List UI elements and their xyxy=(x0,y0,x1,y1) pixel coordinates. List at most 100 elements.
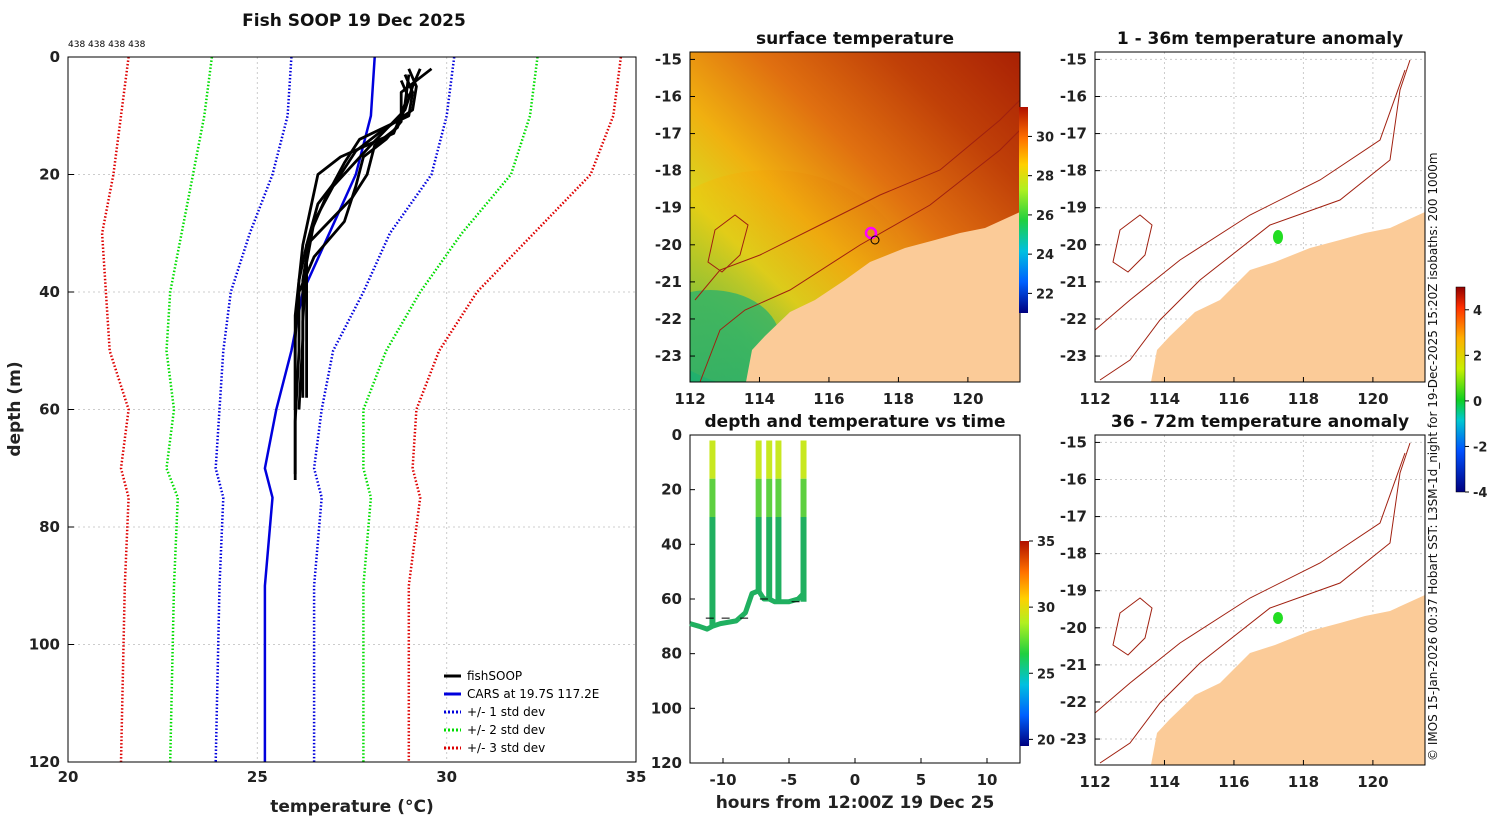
anom2-data-marker xyxy=(1273,612,1283,624)
profile-series--3-std-dev xyxy=(100,57,130,762)
anom2-ytick-label: -19 xyxy=(1060,582,1087,600)
sst-ytick-label: -21 xyxy=(655,273,682,291)
anom2-ticks: 112 114 116 118 120 -15 -16 -17 -18 -19 -20 -21 -22 -… xyxy=(1060,433,1389,791)
profile-xlabel: temperature (°C) xyxy=(270,797,434,817)
profile-xtick-label: 35 xyxy=(626,768,647,786)
sst-ytick-label: -23 xyxy=(655,347,682,365)
sst-ytick-label: -16 xyxy=(655,87,682,105)
sst-isobath-200 xyxy=(699,129,1020,382)
anom1-xtick-label: 120 xyxy=(1357,390,1388,408)
profile-counts: 438 438 438 438 xyxy=(68,40,146,50)
sst-ytick-label: -22 xyxy=(655,310,682,328)
anom1-title: 1 - 36m temperature anomaly xyxy=(1117,29,1403,49)
anom1-ytick-label: -17 xyxy=(1060,125,1087,143)
anom1-ytick-label: -15 xyxy=(1060,50,1087,68)
anom2-island-contour xyxy=(1112,597,1153,656)
time-bottom-trace xyxy=(689,588,806,632)
anom2-panel: 36 - 72m temperature anomaly 112 114 116 11… xyxy=(1060,412,1426,791)
fishsoop-profile-line xyxy=(293,67,433,480)
anom2-ytick-label: -23 xyxy=(1060,730,1087,748)
profile-grid xyxy=(67,56,637,763)
time-xtick-label: 5 xyxy=(916,771,926,789)
profile-ytick-label: 120 xyxy=(29,753,60,771)
anom-colorbar-tick-label: 0 xyxy=(1473,395,1482,410)
profile-series--2-std-dev xyxy=(362,57,539,762)
time-colorbar xyxy=(1020,541,1029,746)
profile-lines xyxy=(100,57,623,762)
credit-text: © IMOS 15-Jan-2026 00:37 Hobart SST: L3S… xyxy=(1426,152,1440,761)
time-xlabel: hours from 12:00Z 19 Dec 25 xyxy=(716,793,995,813)
legend-label-3std: +/- 3 std dev xyxy=(467,741,545,755)
profile-series--1-std-dev xyxy=(312,57,456,762)
anom1-ytick-label: -16 xyxy=(1060,87,1087,105)
sst-panel: surface temperature 112 114 116 118 120 -15 -1… xyxy=(655,29,1054,408)
time-ytick-label: 100 xyxy=(651,699,682,717)
sst-xtick-label: 120 xyxy=(952,390,983,408)
profile-xtick-label: 20 xyxy=(58,768,79,786)
anom1-isobath-1000 xyxy=(1095,69,1406,331)
profile-ytick-label: 20 xyxy=(39,166,60,184)
sst-ytick-label: -15 xyxy=(655,50,682,68)
sst-colorbar-ticks: 22 24 26 28 30 xyxy=(1028,130,1054,302)
profile-title: Fish SOOP 19 Dec 2025 xyxy=(242,11,466,31)
anom-colorbar-tick-label: -2 xyxy=(1473,440,1487,455)
fishsoop-profile-line xyxy=(301,68,422,398)
profile-series--1-std-dev xyxy=(214,57,293,762)
anom1-ytick-label: -21 xyxy=(1060,273,1087,291)
fishsoop-profile-line xyxy=(293,79,411,410)
profile-ytick-label: 0 xyxy=(50,48,60,66)
sst-land xyxy=(746,212,1020,382)
time-xtick-label: 10 xyxy=(977,771,998,789)
anom2-land xyxy=(1151,595,1425,765)
anom1-land xyxy=(1151,212,1425,382)
anom2-map xyxy=(1095,435,1425,765)
sst-xtick-label: 118 xyxy=(883,390,914,408)
anom1-ytick-label: -22 xyxy=(1060,310,1087,328)
sst-colorbar-tick-label: 28 xyxy=(1036,170,1054,185)
anom-colorbar-ticks: -4 -2 0 2 4 xyxy=(1465,304,1487,501)
profile-ytick-label: 100 xyxy=(29,636,60,654)
legend-label-cars: CARS at 19.7S 117.2E xyxy=(467,687,599,701)
anom2-title: 36 - 72m temperature anomaly xyxy=(1111,412,1409,432)
sst-colorbar-tick-label: 22 xyxy=(1036,287,1054,302)
anom2-ytick-label: -18 xyxy=(1060,545,1087,563)
time-xtick-label: 0 xyxy=(850,771,860,789)
anom2-ytick-label: -17 xyxy=(1060,508,1087,526)
anom1-ticks: 112 114 116 118 120 -15 -16 -17 -18 -19 -20 -21 -22 -… xyxy=(1060,50,1389,408)
sst-ticks: 112 114 116 118 120 -15 -16 -17 -18 -19 -20 -21 -22 -… xyxy=(655,50,984,408)
sst-xtick-label: 114 xyxy=(744,390,775,408)
sst-xtick-label: 116 xyxy=(813,390,844,408)
sst-colorbar-tick-label: 24 xyxy=(1036,248,1054,263)
time-colorbar-ticks: 20 25 30 35 xyxy=(1029,535,1055,748)
time-ytick-label: 60 xyxy=(661,590,682,608)
sst-title: surface temperature xyxy=(756,29,954,49)
profile-ytick-label: 80 xyxy=(39,518,60,536)
time-xtick-label: -5 xyxy=(781,771,798,789)
time-title: depth and temperature vs time xyxy=(705,412,1006,432)
anom1-ytick-label: -23 xyxy=(1060,347,1087,365)
anom2-isobath-200 xyxy=(1099,442,1411,764)
sst-ytick-label: -19 xyxy=(655,199,682,217)
sst-station-ring xyxy=(870,235,880,245)
anom2-ytick-label: -21 xyxy=(1060,656,1087,674)
profile-panel: Fish SOOP 19 Dec 2025 438 438 438 438 20… xyxy=(5,11,646,817)
profile-ytick-label: 40 xyxy=(39,283,60,301)
anom1-island-contour xyxy=(1112,214,1153,273)
time-colorbar-tick-label: 20 xyxy=(1037,733,1055,748)
anom2-axes-box xyxy=(1094,434,1426,766)
anom1-isobath-200 xyxy=(1099,59,1411,381)
profile-ticks: 20 25 30 35 0 20 40 60 80 100 120 xyxy=(29,48,647,786)
sst-ytick-label: -18 xyxy=(655,162,682,180)
sst-xtick-label: 112 xyxy=(674,390,705,408)
anom2-xtick-label: 118 xyxy=(1288,773,1319,791)
time-ytick-label: 0 xyxy=(672,426,682,444)
anom2-ytick-label: -22 xyxy=(1060,693,1087,711)
profile-legend: fishSOOP CARS at 19.7S 117.2E +/- 1 std … xyxy=(444,669,599,755)
time-panel: depth and temperature vs time -10 -5 0 5 100… xyxy=(651,412,1055,813)
time-ytick-label: 80 xyxy=(661,645,682,663)
time-colorbar-tick-label: 30 xyxy=(1037,601,1055,616)
time-ytick-label: 40 xyxy=(661,535,682,553)
sst-colorbar-tick-label: 26 xyxy=(1036,209,1054,224)
anom1-data-marker xyxy=(1273,230,1283,244)
